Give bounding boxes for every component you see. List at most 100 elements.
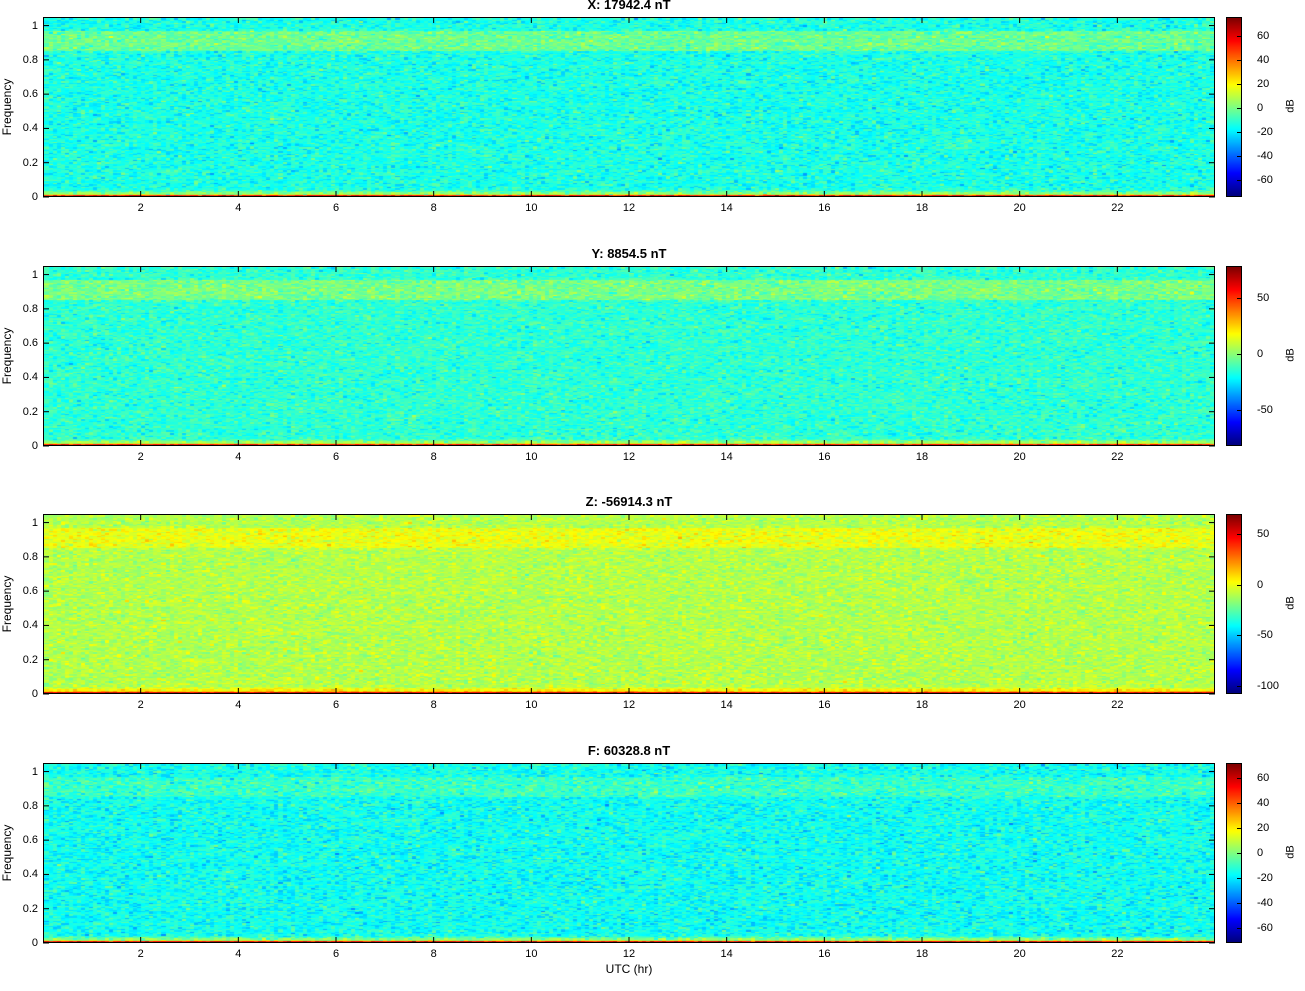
x-tick-label: 20: [1013, 699, 1026, 711]
axis-ticks: [43, 763, 1215, 944]
colorbar-tick-label: 50: [1257, 528, 1270, 541]
colorbar-tick-label: 40: [1257, 797, 1270, 809]
y-tick-label: 0.2: [22, 653, 38, 666]
y-tick-label: 0.8: [22, 302, 38, 315]
chart-title: X: 17942.4 nT: [587, 0, 671, 12]
spectrogram-panel: X: 17942.4 nT 2 4 6 8 10 12 14 16 18 20 22 0 0.2 0.4 0.…: [0, 0, 1305, 245]
x-tick-label: 22: [1111, 699, 1124, 711]
colorbar-tick-mark: [1237, 534, 1241, 536]
colorbar-tick-mark: [1237, 84, 1241, 86]
colorbar-tick-label: 60: [1257, 772, 1270, 784]
x-tick-label: 20: [1013, 948, 1026, 960]
colorbar: [1226, 17, 1242, 197]
colorbar-tick-label: 20: [1257, 78, 1270, 91]
chart-title: Y: 8854.5 nT: [591, 246, 667, 261]
x-tick-label: 16: [818, 451, 831, 463]
colorbar-label: dB: [1284, 348, 1297, 362]
x-tick-label: 2: [137, 699, 144, 711]
colorbar: [1226, 763, 1242, 943]
x-tick-label: 6: [332, 699, 340, 711]
colorbar-tick-label: -20: [1257, 872, 1273, 884]
x-tick-label: 4: [235, 451, 242, 463]
y-tick-label: 0: [31, 937, 38, 949]
x-tick-label: 12: [622, 451, 636, 463]
x-tick-label: 6: [332, 948, 340, 960]
x-tick-label: 8: [430, 202, 437, 214]
colorbar-tick-mark: [1237, 853, 1241, 854]
x-tick-label: 14: [720, 202, 733, 214]
x-tick-label: 8: [430, 699, 437, 711]
chart-title: Z: -56914.3 nT: [585, 494, 673, 509]
y-tick-label: 0.8: [22, 550, 38, 563]
y-tick-label: 0: [31, 688, 38, 700]
axis-ticks: [43, 514, 1215, 695]
y-tick-label: 0.8: [22, 799, 38, 812]
colorbar-tick-label: 0: [1257, 347, 1264, 360]
spectrogram-panel: Z: -56914.3 nT 2 4 6 8 10 12 14 16 18 20 22 0 0.2 0.4 0…: [0, 494, 1305, 742]
y-tick-label: 0.6: [22, 337, 38, 350]
x-tick-label: 18: [915, 948, 929, 960]
x-tick-label: 22: [1111, 202, 1124, 214]
y-axis-label: Frequency: [0, 327, 14, 385]
y-tick-label: 0.8: [22, 53, 38, 66]
colorbar-tick-label: -20: [1257, 126, 1273, 139]
x-tick-label: 22: [1111, 451, 1124, 463]
y-tick-label: 0.4: [22, 619, 38, 632]
colorbar-tick-mark: [1237, 108, 1241, 110]
axis-ticks: [43, 17, 1215, 198]
colorbar-tick-label: -40: [1257, 897, 1273, 909]
colorbar-tick-label: -100: [1257, 679, 1280, 692]
colorbar-tick-label: 60: [1257, 30, 1270, 43]
colorbar-tick-mark: [1237, 132, 1241, 134]
x-tick-label: 18: [915, 202, 929, 214]
x-tick-label: 10: [525, 451, 538, 463]
x-tick-label: 12: [622, 699, 636, 711]
x-tick-label: 14: [720, 699, 733, 711]
colorbar-tick-mark: [1237, 410, 1241, 411]
y-tick-label: 1: [31, 19, 38, 32]
colorbar-tick-mark: [1237, 878, 1241, 879]
y-tick-label: 0.6: [22, 585, 38, 598]
colorbar-label: dB: [1284, 845, 1297, 859]
spectrogram-panel: F: 60328.8 nT 2 4 6 8 10 12 14 16 18 20 22 0 0.2 0.4 0.…: [0, 743, 1305, 991]
colorbar-tick-label: 50: [1257, 291, 1270, 304]
colorbar-label: dB: [1284, 99, 1297, 113]
spectrogram-heatmap: [43, 514, 1215, 694]
x-tick-label: 22: [1111, 948, 1124, 960]
y-tick-label: 0.2: [22, 902, 38, 915]
x-tick-label: 10: [525, 202, 538, 214]
colorbar-tick-label: 40: [1257, 54, 1270, 67]
x-tick-label: 2: [137, 202, 144, 214]
y-tick-label: 0.4: [22, 868, 38, 881]
colorbar-tick-label: 0: [1257, 578, 1264, 591]
y-tick-label: 0.6: [22, 834, 38, 847]
colorbar-tick-label: -40: [1257, 150, 1273, 163]
colorbar-tick-label: 0: [1257, 102, 1264, 115]
y-tick-label: 0.4: [22, 122, 38, 135]
colorbar-tick-label: 0: [1257, 847, 1264, 859]
x-tick-label: 2: [137, 451, 144, 463]
y-tick-label: 0.2: [22, 156, 38, 169]
colorbar-tick-mark: [1237, 685, 1241, 687]
colorbar-tick-label: -60: [1257, 174, 1273, 187]
x-tick-label: 8: [430, 948, 437, 960]
colorbar-tick-label: 20: [1257, 822, 1270, 834]
colorbar: [1226, 514, 1242, 694]
colorbar-tick-mark: [1237, 353, 1241, 355]
colorbar-tick-mark: [1237, 803, 1241, 804]
colorbar-tick-mark: [1237, 156, 1241, 158]
x-tick-label: 20: [1013, 202, 1026, 214]
x-tick-label: 20: [1013, 451, 1026, 463]
x-tick-label: 18: [915, 451, 929, 463]
colorbar-tick-mark: [1237, 36, 1241, 38]
x-tick-label: 4: [235, 948, 242, 960]
colorbar-tick-mark: [1237, 60, 1241, 62]
y-tick-label: 0: [31, 191, 38, 203]
colorbar-tick-label: -50: [1257, 629, 1273, 642]
y-tick-label: 0.6: [22, 88, 38, 101]
colorbar-tick-mark: [1237, 828, 1241, 829]
x-tick-label: 14: [720, 451, 733, 463]
y-axis-label: Frequency: [0, 78, 14, 136]
x-tick-label: 12: [622, 202, 636, 214]
colorbar-label: dB: [1284, 596, 1297, 610]
